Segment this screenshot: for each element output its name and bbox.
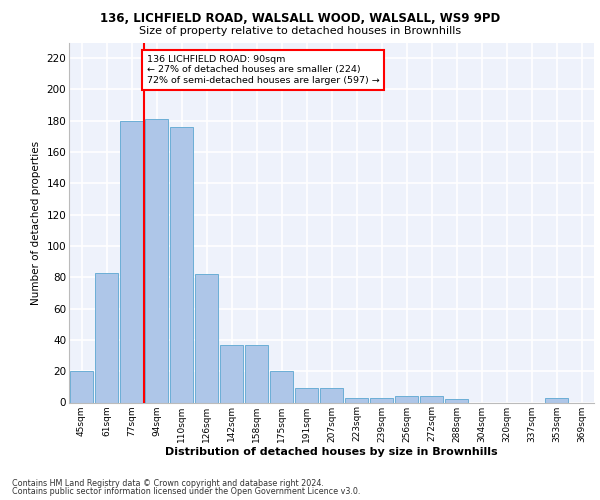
X-axis label: Distribution of detached houses by size in Brownhills: Distribution of detached houses by size … bbox=[165, 447, 498, 457]
Bar bbox=[320, 388, 343, 402]
Bar bbox=[170, 127, 193, 402]
Bar bbox=[95, 272, 118, 402]
Bar bbox=[420, 396, 443, 402]
Bar bbox=[245, 344, 268, 403]
Text: Contains HM Land Registry data © Crown copyright and database right 2024.: Contains HM Land Registry data © Crown c… bbox=[12, 478, 324, 488]
Y-axis label: Number of detached properties: Number of detached properties bbox=[31, 140, 41, 304]
Bar bbox=[70, 371, 93, 402]
Bar bbox=[345, 398, 368, 402]
Bar bbox=[120, 121, 143, 402]
Bar bbox=[220, 344, 243, 403]
Text: 136, LICHFIELD ROAD, WALSALL WOOD, WALSALL, WS9 9PD: 136, LICHFIELD ROAD, WALSALL WOOD, WALSA… bbox=[100, 12, 500, 24]
Text: Size of property relative to detached houses in Brownhills: Size of property relative to detached ho… bbox=[139, 26, 461, 36]
Bar bbox=[295, 388, 318, 402]
Bar bbox=[145, 119, 168, 403]
Bar bbox=[395, 396, 418, 402]
Bar bbox=[270, 371, 293, 402]
Bar bbox=[545, 398, 568, 402]
Bar bbox=[195, 274, 218, 402]
Text: 136 LICHFIELD ROAD: 90sqm
← 27% of detached houses are smaller (224)
72% of semi: 136 LICHFIELD ROAD: 90sqm ← 27% of detac… bbox=[147, 55, 380, 85]
Bar bbox=[370, 398, 393, 402]
Bar bbox=[445, 400, 468, 402]
Text: Contains public sector information licensed under the Open Government Licence v3: Contains public sector information licen… bbox=[12, 487, 361, 496]
